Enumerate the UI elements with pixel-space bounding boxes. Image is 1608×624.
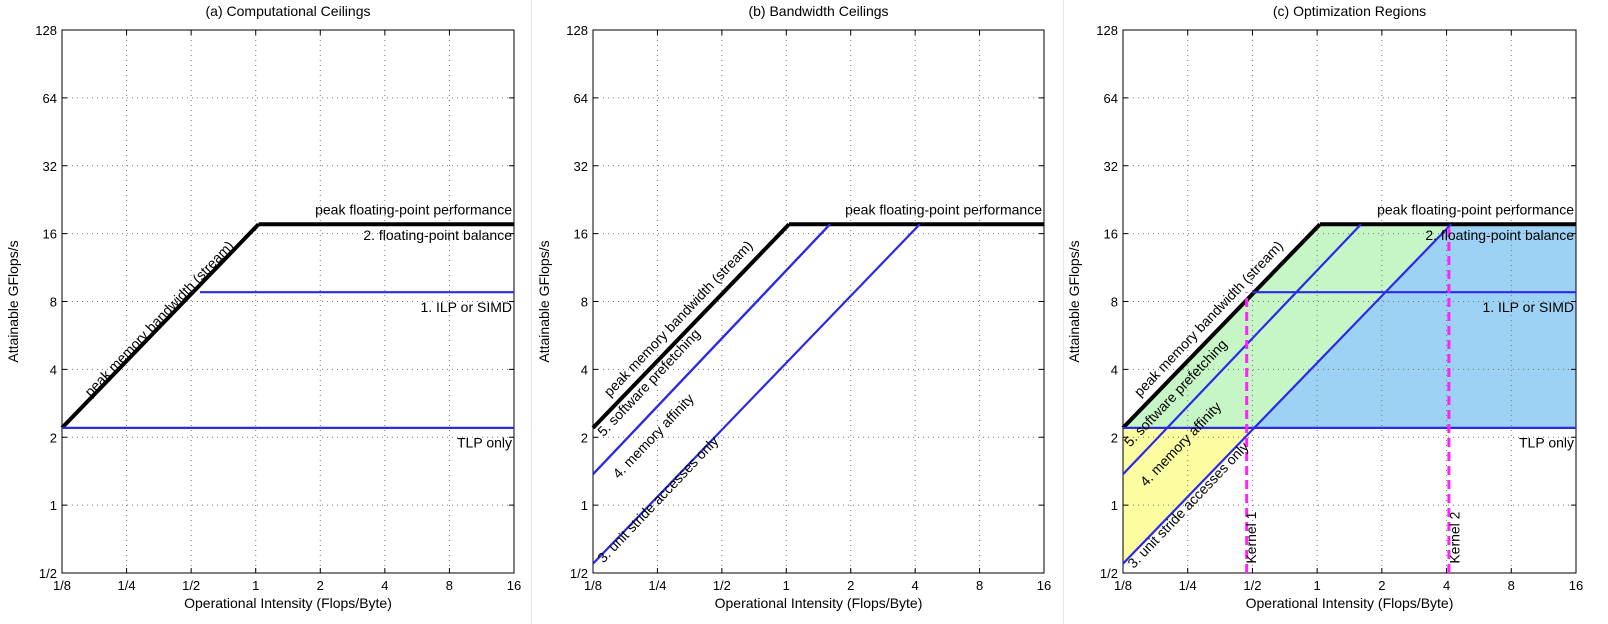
annotation-tlp-only: TLP only (1519, 435, 1574, 451)
annotation-2-floating-point-balance: 2. floating-point balance (363, 227, 512, 243)
x-tick-label: 1 (252, 578, 259, 593)
y-tick-label: 64 (1104, 91, 1118, 106)
y-tick-label: 32 (1104, 159, 1118, 174)
chart-panel-1: 1/8 1/4 1/2 1 2 4 8 16 1/2 1 2 4 8 16 32 64 128 peak memo… (5, 3, 521, 611)
y-tick-label: 16 (574, 227, 588, 242)
annotation-peak-memory-bandwidth-stream: peak memory bandwidth (stream) (81, 238, 236, 400)
series-line-peak-memory-bandwidth-stream (60, 222, 260, 430)
x-tick-label: 1/2 (1243, 578, 1261, 593)
y-tick-label: 1/2 (570, 566, 588, 581)
annotation-peak-floating-point-performance: peak floating-point performance (845, 201, 1042, 217)
x-axis-label: Operational Intensity (Flops/Byte) (1246, 595, 1454, 611)
y-tick-label: 128 (566, 23, 588, 38)
y-tick-label: 32 (43, 159, 57, 174)
y-axis-label: Attainable GFlops/s (5, 240, 21, 362)
x-tick-label: 1 (783, 578, 790, 593)
x-tick-label: 8 (1508, 578, 1515, 593)
x-tick-label: 4 (912, 578, 919, 593)
annotation-kernel-1: Kernel 1 (1243, 511, 1259, 563)
x-tick-label: 1/4 (648, 578, 666, 593)
y-tick-label: 2 (1111, 430, 1118, 445)
y-tick-label: 64 (43, 91, 57, 106)
x-tick-label: 4 (381, 578, 388, 593)
y-tick-label: 16 (43, 227, 57, 242)
y-tick-label: 8 (1111, 295, 1118, 310)
series-line-5-software-prefetching (1122, 223, 1362, 476)
y-tick-label: 128 (35, 23, 57, 38)
series-line-peak-memory-bandwidth-stream (591, 222, 791, 430)
x-tick-label: 1/8 (584, 578, 602, 593)
x-tick-label: 2 (317, 578, 324, 593)
annotation-kernel-2: Kernel 2 (1447, 511, 1463, 563)
chart-panel-2: 1/8 1/4 1/2 1 2 4 8 16 1/2 1 2 4 8 16 32 64 128 peak memo… (536, 3, 1051, 611)
y-tick-label: 64 (574, 91, 588, 106)
y-tick-label: 2 (50, 430, 57, 445)
y-tick-label: 4 (50, 362, 57, 377)
x-tick-label: 1/2 (713, 578, 731, 593)
x-tick-label: 4 (1443, 578, 1450, 593)
x-tick-label: 1/2 (182, 578, 200, 593)
y-tick-label: 4 (581, 362, 588, 377)
annotation-peak-memory-bandwidth-stream: peak memory bandwidth (stream) (601, 237, 756, 399)
x-tick-label: 8 (446, 578, 453, 593)
x-tick-label: 1/8 (53, 578, 71, 593)
x-tick-label: 1/4 (1179, 578, 1197, 593)
annotation-peak-floating-point-performance: peak floating-point performance (315, 201, 512, 217)
y-tick-label: 1 (50, 498, 57, 513)
x-axis-label: Operational Intensity (Flops/Byte) (184, 595, 392, 611)
y-axis-label: Attainable GFlops/s (1066, 240, 1082, 362)
x-tick-label: 16 (1037, 578, 1051, 593)
x-tick-label: 1/8 (1114, 578, 1132, 593)
y-tick-label: 4 (1111, 362, 1118, 377)
annotation-2-floating-point-balance: 2. floating-point balance (1425, 227, 1574, 243)
x-tick-label: 1 (1314, 578, 1321, 593)
region-2 (1123, 224, 1452, 428)
series-line-3-unit-stride-accesses-only (592, 223, 921, 565)
annotation-1-ilp-or-simd: 1. ILP or SIMD (420, 299, 512, 315)
y-tick-label: 128 (1096, 23, 1118, 38)
annotation-tlp-only: TLP only (457, 435, 512, 451)
y-tick-label: 1 (581, 498, 588, 513)
x-tick-label: 16 (507, 578, 521, 593)
chart-title: (a) Computational Ceilings (206, 3, 371, 19)
y-tick-label: 8 (50, 295, 57, 310)
y-tick-label: 8 (581, 295, 588, 310)
y-tick-label: 1/2 (1100, 566, 1118, 581)
y-axis-label: Attainable GFlops/s (536, 240, 552, 362)
annotation-peak-floating-point-performance: peak floating-point performance (1377, 201, 1574, 217)
x-tick-label: 16 (1569, 578, 1583, 593)
series-line-3-unit-stride-accesses-only (1122, 223, 1452, 565)
chart-title: (b) Bandwidth Ceilings (748, 3, 888, 19)
y-tick-label: 16 (1104, 227, 1118, 242)
series-line-peak-memory-bandwidth-stream (1121, 222, 1322, 430)
region-1 (1123, 427, 1253, 573)
chart-title: (c) Optimization Regions (1273, 3, 1426, 19)
x-tick-label: 2 (847, 578, 854, 593)
series-line-4-memory-affinity (592, 223, 831, 476)
y-tick-label: 32 (574, 159, 588, 174)
x-tick-label: 8 (976, 578, 983, 593)
region-3 (1252, 224, 1576, 428)
x-tick-label: 1/4 (118, 578, 136, 593)
x-axis-label: Operational Intensity (Flops/Byte) (715, 595, 923, 611)
y-tick-label: 1 (1111, 498, 1118, 513)
y-tick-label: 1/2 (39, 566, 57, 581)
annotation-1-ilp-or-simd: 1. ILP or SIMD (1482, 299, 1574, 315)
y-tick-label: 2 (581, 430, 588, 445)
x-tick-label: 2 (1378, 578, 1385, 593)
